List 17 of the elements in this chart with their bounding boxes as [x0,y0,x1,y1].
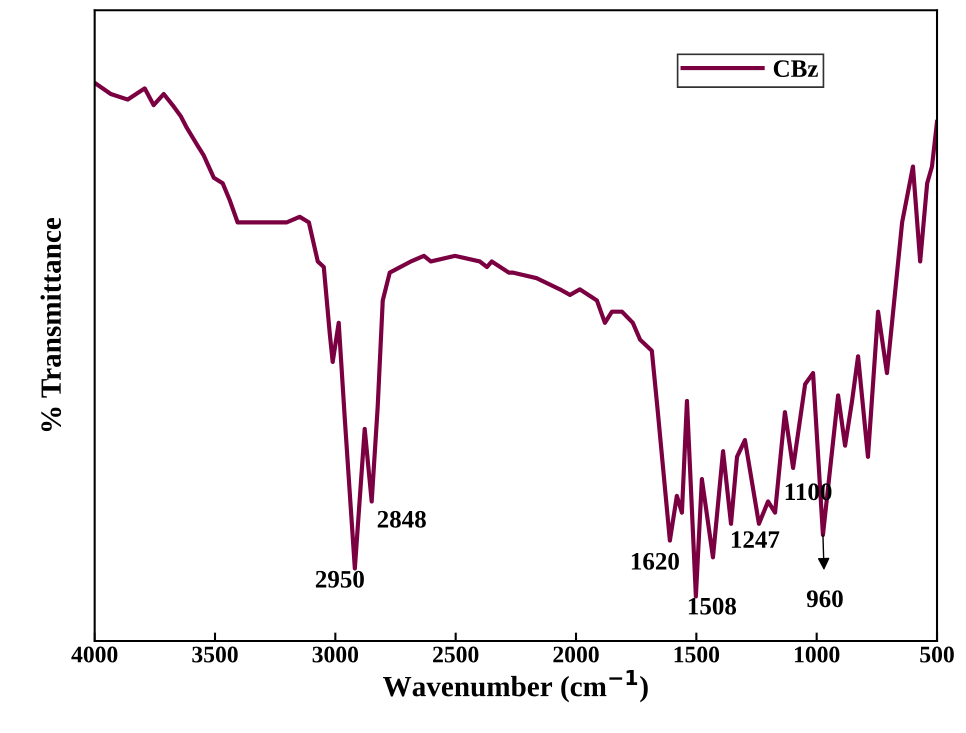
annotation: 2950 [316,570,364,588]
x-tick-label: 4000 [71,646,118,662]
x-tick-label: 500 [920,646,954,662]
y-axis-title: % Transmittance [40,218,62,432]
x-tick-label: 1500 [674,646,720,662]
legend-label: CBz [774,60,818,78]
annotation: 1247 [732,531,780,548]
annotation: 960 [806,590,843,608]
x-tick-label: 2500 [433,646,478,662]
x-tick-label: 2000 [553,646,599,662]
annotation: 1620 [632,552,679,570]
x-tick-label: 3000 [312,646,358,662]
annotation: 1508 [688,598,736,615]
annotation: 2848 [378,510,426,528]
x-tick-label: 1000 [794,646,840,662]
x-tick-label: 3500 [192,646,238,662]
x-axis-title: Wavenumber (cm$^{−1}$) [382,670,648,702]
